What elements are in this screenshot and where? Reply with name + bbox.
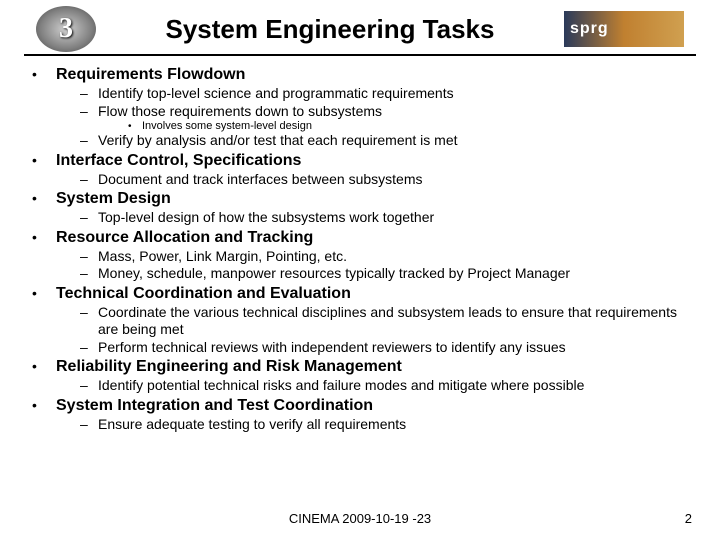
section: •System Design–Top-level design of how t… xyxy=(32,190,688,227)
bullet-subsub: •Involves some system-level design xyxy=(32,120,688,132)
logo-right-text: sprg xyxy=(570,20,609,38)
dash-icon: – xyxy=(80,339,98,357)
section: •Interface Control, Specifications–Docum… xyxy=(32,152,688,189)
bullet-sub: –Verify by analysis and/or test that eac… xyxy=(32,132,688,150)
dash-icon: – xyxy=(80,132,98,150)
bullet-main: •System Integration and Test Coordinatio… xyxy=(32,397,688,415)
section-title: Technical Coordination and Evaluation xyxy=(56,285,351,303)
dash-icon: – xyxy=(80,85,98,103)
section-title: System Integration and Test Coordination xyxy=(56,397,373,415)
bullet-dot-icon: • xyxy=(32,285,56,301)
bullet-sub: –Perform technical reviews with independ… xyxy=(32,339,688,357)
sub-text: Top-level design of how the subsystems w… xyxy=(98,209,434,227)
section-title: Resource Allocation and Tracking xyxy=(56,229,313,247)
dash-icon: – xyxy=(80,103,98,121)
bullet-dot-icon: • xyxy=(32,190,56,206)
sub-text: Verify by analysis and/or test that each… xyxy=(98,132,458,150)
bullet-main: •Reliability Engineering and Risk Manage… xyxy=(32,358,688,376)
section-title: Interface Control, Specifications xyxy=(56,152,301,170)
logo-left: 3 xyxy=(36,6,96,52)
section: •Technical Coordination and Evaluation–C… xyxy=(32,285,688,357)
bullet-sub: –Money, schedule, manpower resources typ… xyxy=(32,265,688,283)
bullet-sub: –Top-level design of how the subsystems … xyxy=(32,209,688,227)
section: •Reliability Engineering and Risk Manage… xyxy=(32,358,688,395)
bullet-sub: –Mass, Power, Link Margin, Pointing, etc… xyxy=(32,248,688,266)
slide-title: System Engineering Tasks xyxy=(96,14,564,45)
section-title: Requirements Flowdown xyxy=(56,66,245,84)
bullet-main: •Resource Allocation and Tracking xyxy=(32,229,688,247)
content: •Requirements Flowdown–Identify top-leve… xyxy=(0,56,720,433)
bullet-sub: –Document and track interfaces between s… xyxy=(32,171,688,189)
bullet-sub: –Ensure adequate testing to verify all r… xyxy=(32,416,688,434)
sub-text: Document and track interfaces between su… xyxy=(98,171,423,189)
section: •System Integration and Test Coordinatio… xyxy=(32,397,688,434)
logo-right: sprg xyxy=(564,11,684,47)
dash-icon: – xyxy=(80,304,98,322)
bullet-dot-icon: • xyxy=(32,358,56,374)
sub-text: Ensure adequate testing to verify all re… xyxy=(98,416,406,434)
dash-icon: – xyxy=(80,209,98,227)
bullet-main: •System Design xyxy=(32,190,688,208)
bullet-main: •Interface Control, Specifications xyxy=(32,152,688,170)
dash-icon: – xyxy=(80,416,98,434)
section: •Resource Allocation and Tracking–Mass, … xyxy=(32,229,688,283)
section: •Requirements Flowdown–Identify top-leve… xyxy=(32,66,688,150)
section-title: System Design xyxy=(56,190,171,208)
bullet-sub: –Identify top-level science and programm… xyxy=(32,85,688,103)
bullet-sub: –Flow those requirements down to subsyst… xyxy=(32,103,688,121)
bullet-dot-icon: • xyxy=(32,229,56,245)
subsub-text: Involves some system-level design xyxy=(142,120,312,132)
dash-icon: – xyxy=(80,377,98,395)
bullet-main: •Technical Coordination and Evaluation xyxy=(32,285,688,303)
sub-text: Flow those requirements down to subsyste… xyxy=(98,103,382,121)
sub-text: Identify potential technical risks and f… xyxy=(98,377,584,395)
dash-icon: – xyxy=(80,265,98,283)
bullet-dot-icon: • xyxy=(32,66,56,82)
dash-icon: – xyxy=(80,171,98,189)
section-title: Reliability Engineering and Risk Managem… xyxy=(56,358,402,376)
small-dot-icon: • xyxy=(128,121,142,132)
sub-text: Mass, Power, Link Margin, Pointing, etc. xyxy=(98,248,347,266)
sub-text: Identify top-level science and programma… xyxy=(98,85,454,103)
page-number: 2 xyxy=(685,511,692,526)
dash-icon: – xyxy=(80,248,98,266)
header: 3 System Engineering Tasks sprg xyxy=(24,0,696,56)
sub-text: Coordinate the various technical discipl… xyxy=(98,304,688,339)
footer-text: CINEMA 2009-10-19 -23 xyxy=(0,511,720,526)
bullet-main: •Requirements Flowdown xyxy=(32,66,688,84)
sub-text: Perform technical reviews with independe… xyxy=(98,339,566,357)
bullet-dot-icon: • xyxy=(32,397,56,413)
logo-left-text: 3 xyxy=(59,13,73,45)
bullet-sub: –Coordinate the various technical discip… xyxy=(32,304,688,339)
bullet-dot-icon: • xyxy=(32,152,56,168)
bullet-sub: –Identify potential technical risks and … xyxy=(32,377,688,395)
sub-text: Money, schedule, manpower resources typi… xyxy=(98,265,570,283)
